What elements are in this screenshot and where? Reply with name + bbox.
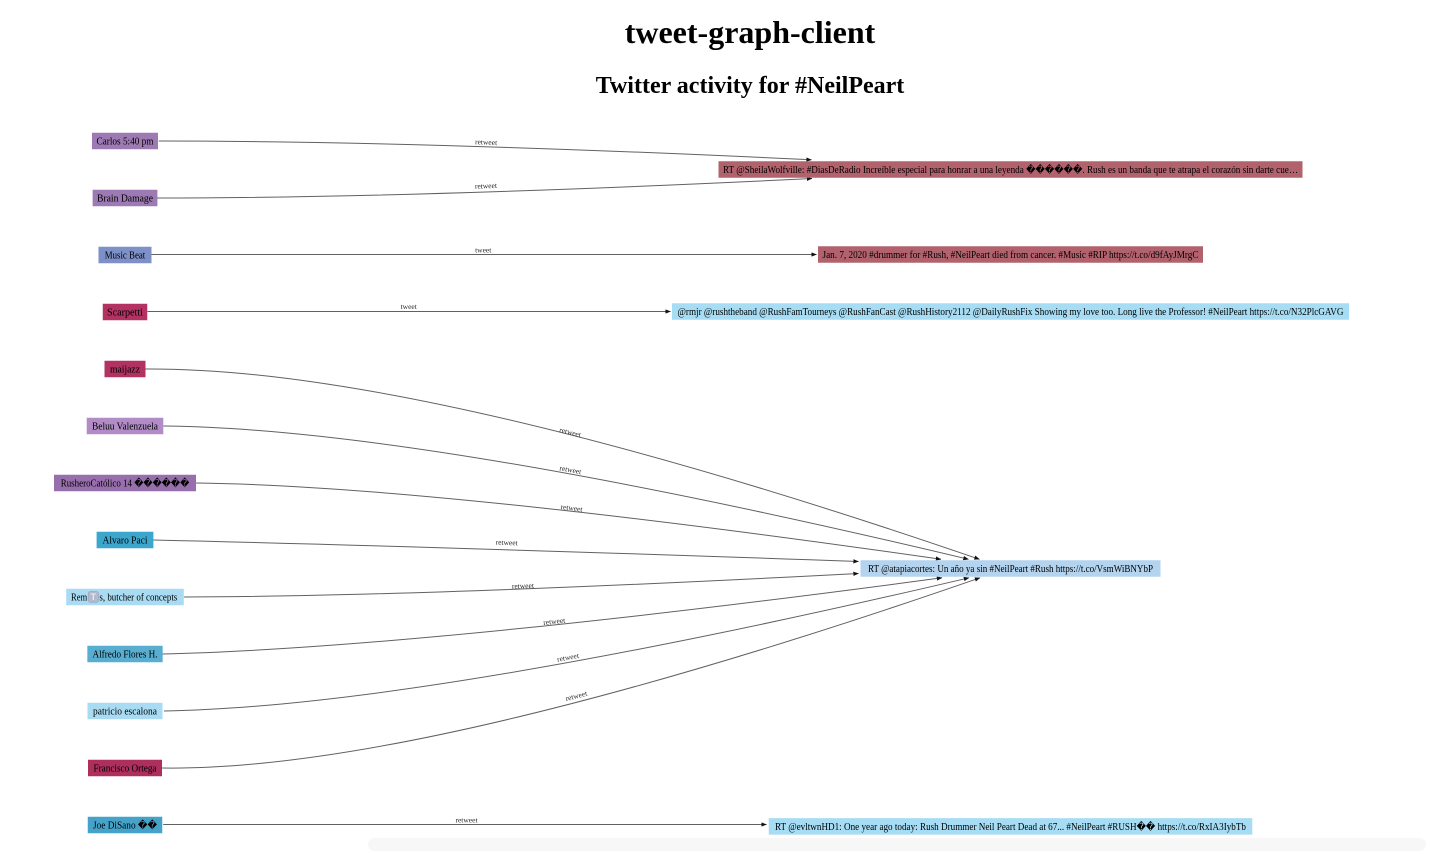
svg-text:@rmjr @rushtheband @RushFamTou: @rmjr @rushtheband @RushFamTourneys @Rus… xyxy=(678,307,1344,318)
svg-text:Joe DiSano ��: Joe DiSano �� xyxy=(93,819,158,832)
svg-text:retweet: retweet xyxy=(543,616,567,627)
svg-text:T: T xyxy=(91,592,97,602)
svg-text:RT @evltwnHD1: One year ago to: RT @evltwnHD1: One year ago today: Rush … xyxy=(775,820,1246,833)
svg-text:RT @SheilaWolfville: #DiasDeRa: RT @SheilaWolfville: #DiasDeRadio Increí… xyxy=(723,163,1298,176)
svg-text:RusheroCatólico 14 ������: RusheroCatólico 14 ������ xyxy=(61,477,190,490)
svg-text:Alfredo Flores H.: Alfredo Flores H. xyxy=(93,650,158,661)
svg-text:retweet: retweet xyxy=(556,651,580,664)
svg-text:retweet: retweet xyxy=(564,689,589,704)
svg-text:tweet: tweet xyxy=(401,302,418,311)
svg-text:RT @atapiacortes: Un año ya si: RT @atapiacortes: Un año ya sin #NeilPea… xyxy=(868,564,1153,575)
svg-text:retweet: retweet xyxy=(558,425,582,439)
svg-text:retweet: retweet xyxy=(455,815,478,824)
svg-text:Brain Damage: Brain Damage xyxy=(97,194,154,205)
svg-text:maijazz: maijazz xyxy=(110,365,141,376)
svg-text:Scarpetti: Scarpetti xyxy=(107,308,143,319)
svg-text:retweet: retweet xyxy=(475,181,498,191)
svg-text:retweet: retweet xyxy=(560,502,584,514)
svg-text:patricio escalona: patricio escalona xyxy=(93,707,158,718)
svg-text:retweet: retweet xyxy=(496,538,519,548)
svg-text:retweet: retweet xyxy=(559,463,583,476)
svg-text:Francisco Ortega: Francisco Ortega xyxy=(94,764,158,775)
svg-text:retweet: retweet xyxy=(475,137,498,147)
svg-text:Alvaro Paci: Alvaro Paci xyxy=(103,536,148,547)
svg-text:Music Beat: Music Beat xyxy=(105,251,146,262)
svg-text:retweet: retweet xyxy=(512,581,535,591)
svg-text:Jan. 7, 2020 #drummer for #Rus: Jan. 7, 2020 #drummer for #Rush, #NeilPe… xyxy=(823,250,1199,261)
svg-text:s, butcher of concepts: s, butcher of concepts xyxy=(99,593,177,604)
svg-text:Rem: Rem xyxy=(71,593,87,604)
svg-text:Carlos 5:40 pm: Carlos 5:40 pm xyxy=(97,137,154,148)
svg-text:Beluu Valenzuela: Beluu Valenzuela xyxy=(92,422,159,433)
svg-text:tweet: tweet xyxy=(475,245,492,254)
